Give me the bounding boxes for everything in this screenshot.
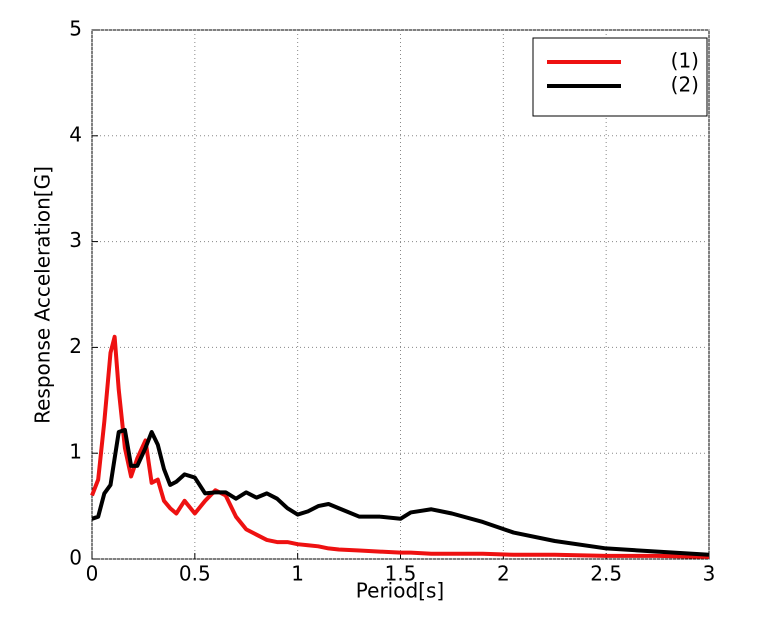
x-tick-label: 2 [497, 562, 510, 586]
series-line [91, 427, 710, 557]
legend-label: (1) [671, 49, 699, 73]
series-line [90, 334, 710, 559]
y-tick-label: 1 [69, 440, 82, 464]
x-tick-label: 0.5 [179, 562, 211, 586]
x-axis-label: Period[s] [356, 579, 444, 603]
y-tick-label: 0 [69, 546, 82, 570]
y-tick-label: 5 [69, 17, 82, 41]
x-tick-label: 1 [291, 562, 304, 586]
y-tick-label: 4 [69, 122, 82, 146]
x-tick-label: 0 [86, 562, 99, 586]
x-tick-label: 2.5 [590, 562, 622, 586]
x-tick-label: 1.5 [385, 562, 417, 586]
x-tick-label: 3 [703, 562, 716, 586]
legend-box [532, 37, 708, 117]
y-tick-label: 2 [69, 334, 82, 358]
y-tick-label: 3 [69, 228, 82, 252]
legend-label: (2) [671, 73, 699, 97]
y-axis-label: Response Acceleration[G] [31, 166, 55, 424]
